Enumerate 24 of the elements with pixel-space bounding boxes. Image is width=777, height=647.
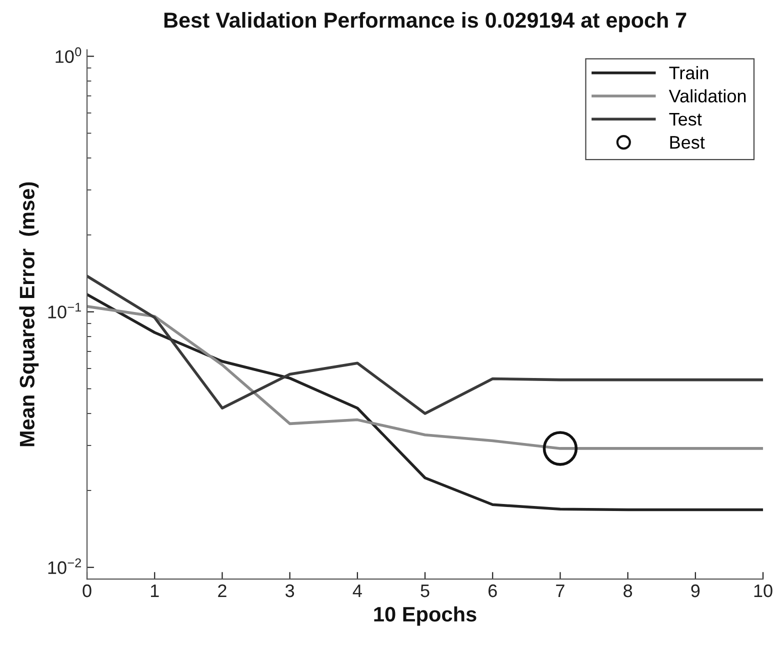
legend-label: Best xyxy=(670,136,705,149)
x-tick-label: 10 xyxy=(754,584,772,598)
x-tick-label: 6 xyxy=(488,584,497,598)
y-tick-label: 10$^{−2}$ xyxy=(48,558,81,574)
y-tick-label: 10$^{−1}$ xyxy=(48,302,81,318)
x-axis-title: 10 Epochs xyxy=(374,606,476,626)
x-tick-label: 7 xyxy=(556,584,564,598)
x-tick-label: 3 xyxy=(285,584,294,598)
legend-label: Train xyxy=(669,66,708,80)
x-tick-label: 5 xyxy=(420,584,430,598)
legend-label: Validation xyxy=(668,89,746,102)
x-tick-label: 0 xyxy=(82,584,92,598)
line-series xyxy=(87,274,764,415)
chart-title: Best Validation Performance is 0.029194 at epoch 7 xyxy=(164,12,686,32)
x-tick-label: 2 xyxy=(218,584,226,598)
line-series xyxy=(87,305,764,450)
y-tick-label: 10$^{0}$ xyxy=(56,47,82,63)
legend-label: Test xyxy=(669,113,702,126)
x-tick-label: 8 xyxy=(624,584,632,598)
x-tick-label: 4 xyxy=(352,584,362,598)
line-series xyxy=(87,293,764,512)
y-axis-title: Mean Squared Error (mse) xyxy=(19,182,39,446)
x-tick-label: 9 xyxy=(691,584,700,598)
x-tick-label: 1 xyxy=(150,584,159,598)
